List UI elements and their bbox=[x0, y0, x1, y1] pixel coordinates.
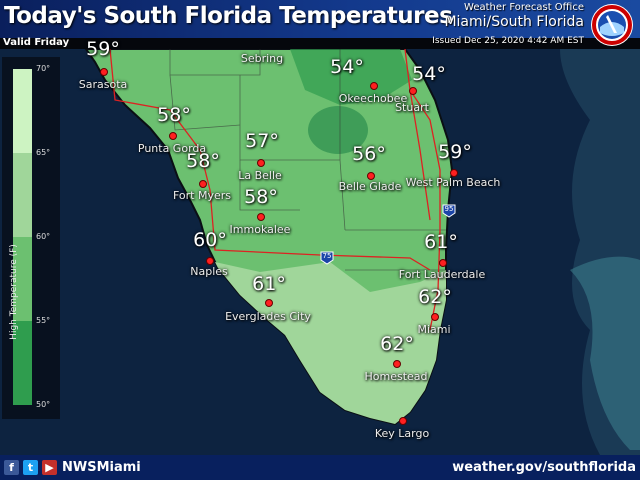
city-label: Sebring bbox=[240, 52, 284, 65]
page-title: Today's South Florida Temperatures bbox=[4, 3, 453, 29]
city-label: La Belle bbox=[238, 169, 282, 182]
lake-okeechobee bbox=[308, 106, 368, 154]
legend-tick: 60° bbox=[36, 232, 51, 241]
issued-time: Issued Dec 25, 2020 4:42 AM EST bbox=[432, 36, 584, 46]
city-temp: 61° bbox=[424, 231, 458, 253]
legend-bin-65-70 bbox=[13, 69, 32, 153]
city-dot bbox=[265, 299, 273, 307]
website-link[interactable]: weather.gov/southflorida bbox=[452, 460, 636, 475]
i75-label: 75 bbox=[322, 252, 332, 260]
city-label: Fort Lauderdale bbox=[398, 268, 486, 281]
highway-shield-i75 bbox=[320, 251, 334, 265]
city-temp: 62° bbox=[380, 333, 414, 355]
city-dot bbox=[439, 259, 447, 267]
city-dot bbox=[257, 159, 265, 167]
legend-bin-55-60 bbox=[13, 237, 32, 321]
northern-cool-region bbox=[290, 49, 412, 105]
header-banner: Today's South Florida Temperatures Weath… bbox=[0, 0, 640, 38]
legend-tick: 55° bbox=[36, 316, 51, 325]
valid-day: Valid Friday bbox=[3, 37, 70, 48]
city-dot bbox=[199, 180, 207, 188]
city-temp: 54° bbox=[412, 63, 446, 85]
footer: f t ▶ NWSMiami weather.gov/southflorida bbox=[0, 455, 640, 480]
city-dot bbox=[409, 87, 417, 95]
legend-tick: 50° bbox=[36, 400, 51, 409]
city-dot bbox=[431, 313, 439, 321]
legend-title: High Temperature (F) bbox=[9, 244, 19, 340]
city-temp: 54° bbox=[330, 56, 364, 78]
nws-logo-icon bbox=[591, 4, 633, 46]
city-dot bbox=[169, 132, 177, 140]
city-temp: 58° bbox=[244, 186, 278, 208]
city-dot bbox=[206, 257, 214, 265]
city-label: Homestead bbox=[364, 370, 428, 383]
city-label: Immokalee bbox=[229, 223, 291, 236]
office-label: Weather Forecast Office bbox=[464, 2, 584, 13]
city-label: Miami bbox=[417, 323, 451, 336]
legend-bin-50-55 bbox=[13, 321, 32, 405]
map bbox=[0, 49, 640, 455]
twitter-icon[interactable]: t bbox=[23, 460, 38, 475]
city-temp: 59° bbox=[86, 38, 120, 60]
valid-bar: Valid Friday bbox=[0, 37, 640, 49]
facebook-icon[interactable]: f bbox=[4, 460, 19, 475]
city-dot bbox=[450, 169, 458, 177]
office-name: Miami/South Florida bbox=[444, 14, 584, 30]
legend-tick: 65° bbox=[36, 148, 51, 157]
city-label: Stuart bbox=[395, 101, 429, 114]
city-label: Everglades City bbox=[225, 310, 311, 323]
city-dot bbox=[257, 213, 265, 221]
city-label: Belle Glade bbox=[338, 180, 402, 193]
city-temp: 60° bbox=[193, 229, 227, 251]
city-temp: 57° bbox=[245, 130, 279, 152]
city-dot bbox=[399, 417, 407, 425]
city-label: Fort Myers bbox=[172, 189, 232, 202]
legend-bin-60-65 bbox=[13, 153, 32, 237]
city-dot bbox=[367, 172, 375, 180]
highway-shield-i95 bbox=[442, 204, 456, 218]
city-dot bbox=[370, 82, 378, 90]
city-temp: 61° bbox=[252, 273, 286, 295]
bahamas-bank bbox=[570, 256, 640, 450]
i95-label: 95 bbox=[444, 205, 454, 213]
city-temp: 56° bbox=[352, 143, 386, 165]
city-label: Key Largo bbox=[374, 427, 430, 440]
city-label: West Palm Beach bbox=[405, 176, 501, 189]
city-temp: 58° bbox=[157, 104, 191, 126]
city-dot bbox=[393, 360, 401, 368]
city-temp: 62° bbox=[418, 286, 452, 308]
city-temp: 59° bbox=[438, 141, 472, 163]
city-label: Naples bbox=[190, 265, 228, 278]
city-label: Punta Gorda bbox=[137, 142, 207, 155]
legend-tick: 70° bbox=[36, 64, 51, 73]
city-temp: 58° bbox=[186, 150, 220, 172]
legend: 70° 65° 60° 55° 50° High Temperature (F) bbox=[2, 57, 60, 419]
city-label: Okeechobee bbox=[338, 92, 408, 105]
youtube-icon[interactable]: ▶ bbox=[42, 460, 57, 475]
city-dot bbox=[100, 68, 108, 76]
social-handle[interactable]: NWSMiami bbox=[62, 460, 141, 475]
city-label: Sarasota bbox=[78, 78, 128, 91]
